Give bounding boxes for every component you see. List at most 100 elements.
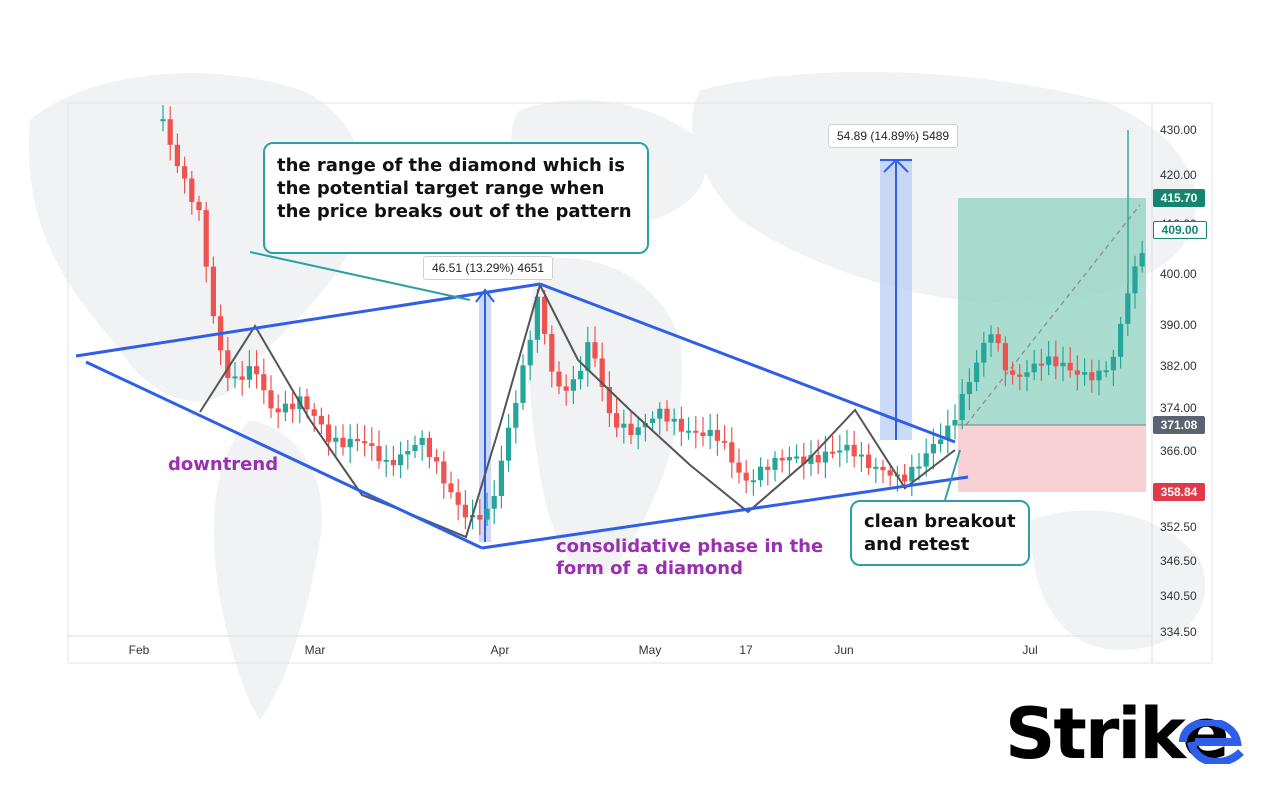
candle-body: [254, 366, 260, 375]
entry-price-badge: 371.08: [1153, 416, 1205, 434]
candle-body: [549, 333, 555, 372]
diamond-upper-left: [75, 282, 541, 358]
candle-body: [693, 430, 699, 433]
candle-body: [678, 418, 684, 432]
consolidation-label: consolidative phase in the form of a dia…: [556, 536, 824, 579]
measure-label-2: 54.89 (14.89%) 5489: [828, 124, 959, 148]
candle-body: [614, 413, 620, 428]
stop-loss-zone: [958, 425, 1146, 492]
candle-body: [1110, 356, 1116, 371]
candle-body: [1089, 372, 1095, 381]
y-tick-label: 400.00: [1160, 267, 1197, 281]
candle-body: [1118, 323, 1124, 357]
candle-body: [282, 403, 288, 413]
candle-body: [995, 334, 1001, 344]
candle-body: [225, 350, 231, 378]
candle-body: [966, 382, 972, 394]
x-tick-label: Jun: [834, 643, 853, 657]
candle-body: [513, 402, 519, 428]
zigzag-line: [199, 282, 956, 539]
candle-body: [830, 451, 836, 454]
y-tick-label: 420.00: [1160, 168, 1197, 182]
candle-body: [556, 371, 562, 387]
candle-body: [938, 439, 944, 445]
candle-body: [736, 462, 742, 473]
candle-body: [398, 454, 404, 466]
candle-body: [786, 457, 792, 461]
candle-body: [873, 466, 879, 469]
measure-arrowhead-1: [475, 288, 495, 303]
x-tick-label: May: [639, 643, 662, 657]
candle-body: [974, 362, 980, 383]
x-tick-label: Feb: [129, 643, 150, 657]
candle-body: [347, 438, 353, 448]
candle-body: [1024, 372, 1030, 377]
breakout-callout-pointer: [944, 449, 961, 501]
candle-body: [1017, 374, 1023, 377]
candle-body: [570, 379, 576, 391]
candle-body: [462, 504, 468, 518]
candle-body: [167, 119, 173, 145]
y-tick-label: 346.50: [1160, 554, 1197, 568]
candle-body: [1082, 372, 1088, 375]
candle-body: [743, 472, 749, 481]
candle-body: [326, 424, 332, 442]
candle-body: [182, 166, 188, 179]
candle-body: [722, 440, 728, 443]
chart-frame: [67, 102, 1213, 664]
candle-body: [239, 376, 245, 380]
candle-body: [160, 119, 166, 122]
candle-body: [390, 459, 396, 466]
current-price-badge: 409.00: [1153, 221, 1207, 239]
candle-body: [916, 466, 922, 469]
strike-logo-wordmark: Strike: [1005, 693, 1230, 775]
candle-body: [477, 514, 483, 520]
candle-body: [261, 374, 267, 391]
candle-body: [405, 451, 411, 455]
candle-body: [491, 496, 497, 509]
x-tick-label: Jul: [1022, 643, 1037, 657]
y-tick-label: 366.00: [1160, 444, 1197, 458]
candle-body: [880, 466, 886, 471]
candle-body: [599, 358, 605, 387]
candle-body: [340, 437, 346, 448]
candle-body: [484, 508, 490, 520]
candle-body: [1038, 363, 1044, 366]
y-tick-label: 382.00: [1160, 359, 1197, 373]
candle-body: [671, 418, 677, 422]
candle-body: [441, 461, 447, 484]
candle-body: [686, 430, 692, 433]
diamond-upper-right: [539, 282, 956, 444]
candle-body: [333, 437, 339, 442]
y-tick-label: 340.50: [1160, 589, 1197, 603]
candle-body: [1046, 356, 1052, 365]
breakout-callout: clean breakout and retest: [850, 500, 1030, 566]
candle-body: [419, 437, 425, 445]
candle-body: [369, 443, 375, 447]
candle-body: [1132, 266, 1138, 294]
candle-body: [232, 376, 238, 379]
candle-body: [585, 342, 591, 371]
take-profit-zone: [958, 198, 1146, 425]
take-profit-price-badge: 415.70: [1153, 189, 1205, 207]
candle-body: [527, 339, 533, 366]
y-tick-label: 374.00: [1160, 401, 1197, 415]
candle-body: [837, 450, 843, 453]
candle-body: [318, 415, 324, 425]
candle-body: [210, 266, 216, 317]
candle-body: [1031, 363, 1037, 373]
candle-body: [628, 423, 634, 436]
x-tick-label: Apr: [491, 643, 510, 657]
candle-body: [988, 334, 994, 343]
candle-body: [189, 178, 195, 202]
candle-body: [765, 466, 771, 470]
candle-body: [203, 210, 209, 267]
candle-body: [304, 396, 310, 410]
candle-body: [822, 451, 828, 463]
candle-body: [354, 438, 360, 442]
candle-body: [578, 370, 584, 380]
candle-body: [779, 457, 785, 461]
candle-body: [1002, 343, 1008, 371]
candle-body: [772, 457, 778, 470]
